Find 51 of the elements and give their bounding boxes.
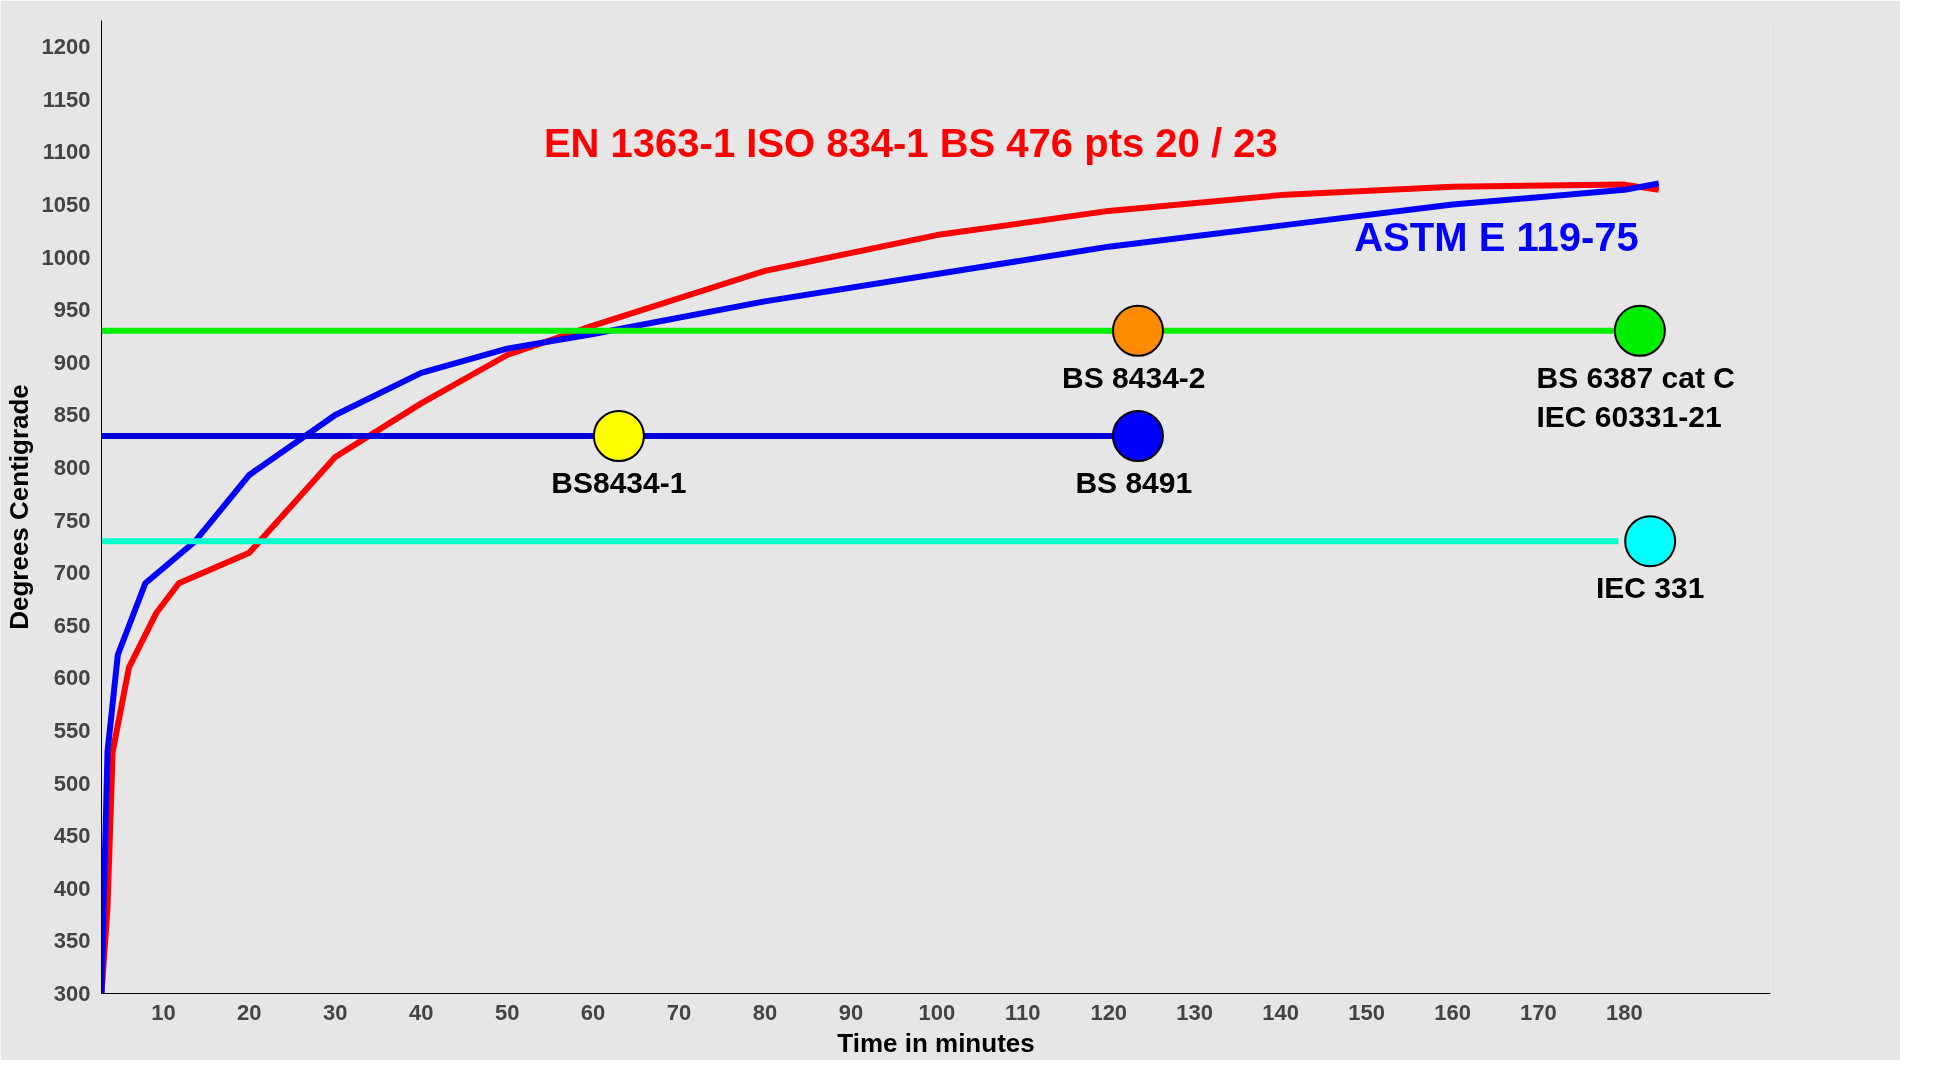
series-label: IEC 331: [1595, 571, 1705, 605]
point: [1111, 304, 1164, 357]
y-tick-label: 450: [53, 823, 91, 849]
y-tick-label: 400: [53, 875, 91, 901]
point: [592, 410, 645, 462]
x-axis-title: Time in minutes: [837, 1027, 1035, 1058]
y-tick-label: 850: [53, 402, 91, 428]
x-tick-label: 170: [1520, 999, 1557, 1025]
x-tick-label: 110: [1005, 999, 1041, 1025]
series-label: ASTM E 119-75: [1354, 214, 1639, 259]
series-label: BS 8434-2: [1062, 360, 1206, 394]
x-tick-label: 90: [838, 999, 864, 1025]
x-tick-label: 40: [408, 999, 434, 1025]
point: [1624, 515, 1677, 568]
y-tick-label: 300: [53, 981, 91, 1006]
x-tick-label: 140: [1262, 999, 1299, 1025]
x-tick-label: 50: [494, 999, 520, 1025]
y-tick-label: 1000: [41, 244, 91, 270]
y-tick-label: 1050: [41, 192, 91, 218]
y-tick-label: 700: [53, 560, 91, 586]
x-tick-label: 80: [752, 999, 778, 1025]
y-tick-label: 1200: [41, 34, 91, 60]
y-tick-label: 1150: [42, 86, 91, 112]
x-tick-label: 120: [1090, 999, 1128, 1025]
y-tick-label: 550: [53, 718, 91, 744]
y-tick-label: 600: [53, 665, 91, 691]
point: [1111, 410, 1164, 462]
x-tick-label: 60: [580, 999, 606, 1025]
x-tick-label: 100: [918, 999, 956, 1025]
point: [1613, 304, 1666, 357]
y-tick-label: 650: [53, 612, 91, 638]
y-tick-label: 350: [53, 928, 91, 954]
y-tick-label: 950: [53, 297, 91, 323]
x-tick-label: 20: [237, 999, 262, 1025]
series-label: EN 1363-1 ISO 834-1 BS 476 pts 20 / 23: [543, 120, 1278, 165]
y-tick-label: 900: [53, 349, 91, 375]
y-tick-label: 800: [53, 455, 91, 481]
x-tick-label: 130: [1176, 999, 1214, 1025]
x-tick-label: 10: [151, 999, 176, 1025]
y-axis-title: Degrees Centigrade: [3, 384, 34, 630]
series-label: BS 6387 cat C IEC 60331-21: [1536, 360, 1735, 434]
x-tick-label: 180: [1606, 999, 1643, 1025]
y-tick-label: 500: [53, 770, 91, 796]
x-tick-label: 70: [666, 999, 692, 1025]
x-tick-label: 160: [1434, 999, 1471, 1025]
y-tick-label: 1100: [42, 139, 91, 165]
y-tick-label: 750: [53, 507, 91, 533]
series-label: BS 8491: [1075, 466, 1193, 499]
series-label: BS8434-1: [551, 466, 687, 499]
x-tick-label: 150: [1348, 999, 1385, 1025]
x-tick-label: 30: [323, 999, 348, 1025]
